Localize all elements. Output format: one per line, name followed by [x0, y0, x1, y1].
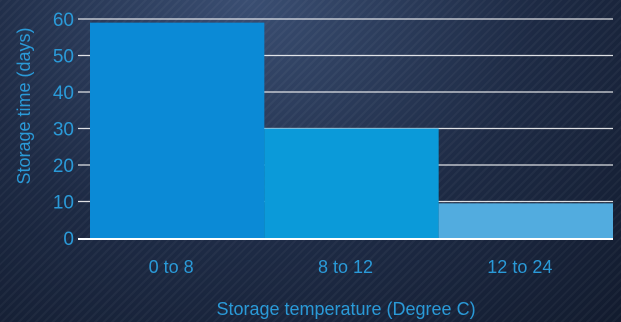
x-category-label: 8 to 12 [318, 257, 373, 277]
y-tick-label: 30 [53, 120, 74, 141]
x-category-label: 0 to 8 [149, 257, 194, 277]
x-category-label: 12 to 24 [487, 257, 552, 277]
x-axis-title: Storage temperature (Degree C) [216, 299, 475, 319]
y-tick-label: 0 [63, 229, 74, 250]
y-tick-label: 20 [53, 156, 74, 177]
y-tick-label: 50 [53, 47, 74, 68]
bar-1 [90, 22, 265, 239]
y-axis-title: Storage time (days) [14, 27, 34, 184]
y-tick-label: 10 [53, 193, 74, 214]
y-axis-ticks: 0 10 20 30 40 50 60 [53, 10, 74, 250]
bars [90, 22, 613, 239]
bar-3 [438, 203, 613, 238]
y-tick-label: 40 [53, 83, 74, 104]
x-axis-categories: 0 to 8 8 to 12 12 to 24 [149, 257, 553, 277]
bar-2 [264, 128, 439, 238]
y-tick-label: 60 [53, 10, 74, 31]
